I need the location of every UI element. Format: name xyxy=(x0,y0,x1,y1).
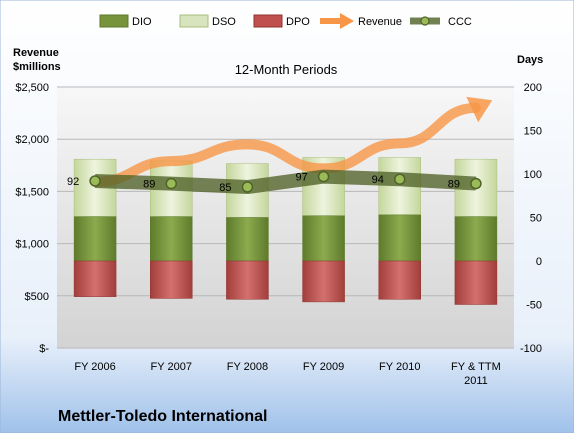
left-axis-ticks: $- $500 $1,000 $1,500 $2,000 $2,500 xyxy=(15,82,49,355)
right-tick-label: 150 xyxy=(524,126,542,138)
right-axis-ticks: -100 -50 0 50 100 150 200 xyxy=(520,82,542,355)
left-tick-label: $1,500 xyxy=(15,186,49,198)
bar-dio xyxy=(302,215,345,262)
legend-label: DSO xyxy=(212,16,236,28)
ccc-point xyxy=(89,175,101,187)
left-tick-label: $2,000 xyxy=(15,134,49,146)
category-label: FY 2008 xyxy=(227,361,268,373)
ccc-data-label: 94 xyxy=(372,174,384,186)
bar-dpo xyxy=(73,260,117,297)
category-label: FY 2009 xyxy=(303,361,344,373)
bar-dpo xyxy=(226,260,269,300)
bar-dio xyxy=(226,217,269,262)
ccc-point xyxy=(165,177,177,190)
ccc-data-labels: 92 89 85 97 94 89 xyxy=(67,172,460,194)
legend-label: Revenue xyxy=(358,16,402,28)
ccc-point xyxy=(317,170,330,183)
right-tick-label: 0 xyxy=(536,256,542,268)
right-tick-label: -50 xyxy=(526,300,542,312)
category-label: FY 2007 xyxy=(151,361,192,373)
bar-dpo xyxy=(378,260,421,300)
legend-label: CCC xyxy=(448,16,472,28)
ccc-point xyxy=(394,173,406,185)
y-right-label: Days xyxy=(517,54,543,66)
bar-dio xyxy=(150,216,193,262)
legend-label: DIO xyxy=(132,16,152,28)
chart-subtitle: 12-Month Periods xyxy=(235,62,338,77)
category-label-line2: 2011 xyxy=(464,375,488,387)
ccc-point xyxy=(241,181,254,193)
left-tick-label: $500 xyxy=(25,291,49,303)
legend-marker xyxy=(420,16,430,26)
category-label: FY 2006 xyxy=(74,361,115,373)
left-tick-label: $1,000 xyxy=(15,239,49,251)
ccc-series xyxy=(89,169,482,195)
y-left-label-line2: $millions xyxy=(13,61,61,73)
company-name: Mettler-Toledo International xyxy=(58,408,267,425)
legend-swatch xyxy=(253,14,283,28)
ccc-data-label: 89 xyxy=(448,179,460,191)
revenue-arrowhead xyxy=(466,96,493,123)
right-tick-label: 100 xyxy=(524,169,542,181)
left-tick-label: $2,500 xyxy=(15,82,49,94)
ccc-data-label: 97 xyxy=(295,172,307,184)
ccc-data-label: 92 xyxy=(67,176,79,188)
legend-arrow-head xyxy=(340,13,354,29)
ccc-data-label: 89 xyxy=(143,179,155,191)
legend-label: DPO xyxy=(286,16,310,28)
revenue-line xyxy=(90,102,481,188)
legend: DIO DSO DPO Revenue CCC xyxy=(99,13,472,29)
right-tick-label: 200 xyxy=(524,82,542,94)
bar-dio xyxy=(73,216,117,262)
bar-dpo xyxy=(454,260,498,305)
category-labels: FY 2006 FY 2007 FY 2008 FY 2009 FY 2010 FY & … xyxy=(74,361,500,387)
legend-swatch xyxy=(179,14,209,28)
gridlines xyxy=(57,86,514,349)
y-left-label-line1: Revenue xyxy=(13,47,59,59)
right-tick-label: -100 xyxy=(520,343,542,355)
ccc-data-label: 85 xyxy=(219,182,231,194)
ccc-point xyxy=(470,177,482,190)
revenue-series xyxy=(90,96,493,188)
plot-area xyxy=(57,87,514,348)
ccc-line xyxy=(94,169,477,195)
bar-dpo xyxy=(150,260,193,299)
legend-swatch xyxy=(99,14,129,28)
bar-dio xyxy=(378,214,421,262)
category-label: FY 2010 xyxy=(379,361,420,373)
bar-dpo xyxy=(302,260,345,303)
right-tick-label: 50 xyxy=(530,213,542,225)
left-tick-label: $- xyxy=(39,343,49,355)
bar-dio xyxy=(454,216,498,262)
category-label: FY & TTM xyxy=(451,361,501,373)
